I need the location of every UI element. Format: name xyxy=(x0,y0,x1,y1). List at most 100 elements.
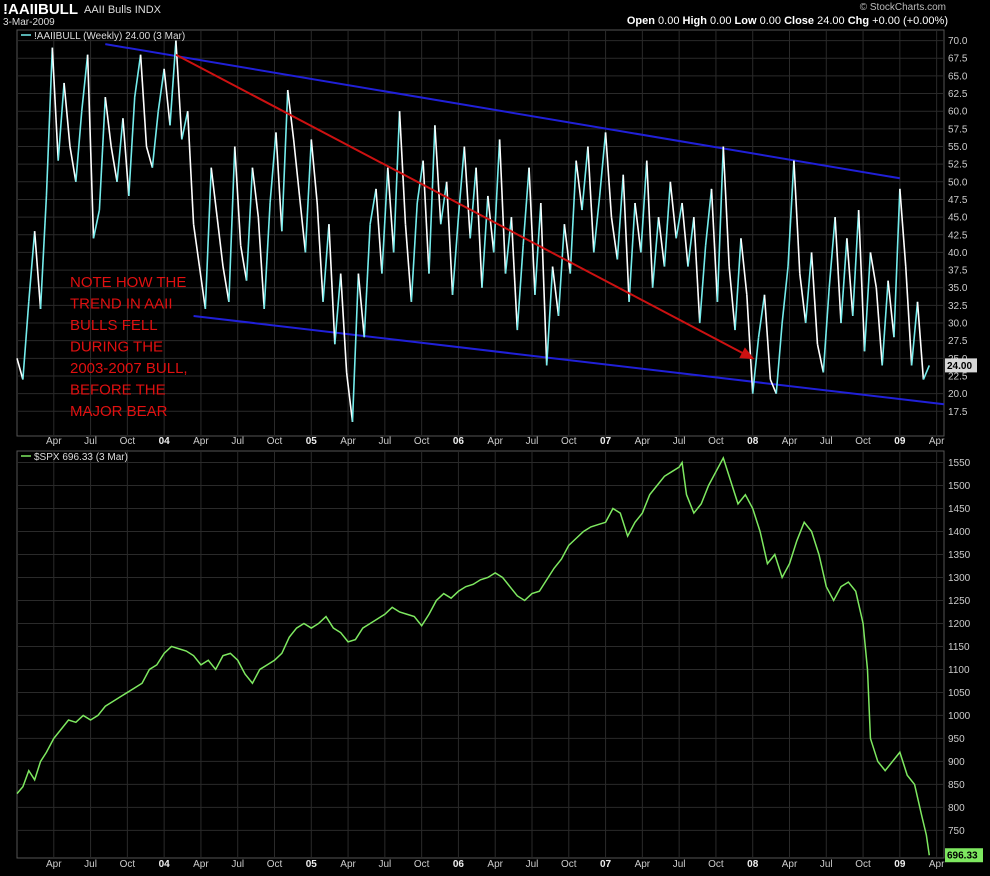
aaii-series-segment xyxy=(98,97,107,211)
aaii-series-segment xyxy=(616,174,625,260)
aaii-series-segment xyxy=(604,132,613,218)
x-tick-label: Oct xyxy=(414,436,430,447)
x-tick-label: Jul xyxy=(84,859,97,870)
aaii-series-segment xyxy=(63,82,71,147)
x-tick-label: Apr xyxy=(635,859,651,870)
legend-label: $SPX 696.33 (3 Mar) xyxy=(34,452,128,463)
aaii-series-segment xyxy=(916,301,925,380)
aaii-series-segment xyxy=(163,68,171,126)
aaii-series-segment xyxy=(799,273,807,324)
low-label: Low xyxy=(734,15,757,27)
aaii-series-segment xyxy=(575,160,583,211)
last-value-label: 24.00 xyxy=(947,361,972,372)
aaii-series-segment xyxy=(22,301,30,380)
aaii-series-segment xyxy=(151,111,160,168)
aaii-series-segment xyxy=(857,210,866,352)
aaii-series-segment xyxy=(169,40,177,126)
aaii-series-segment xyxy=(33,231,42,309)
x-tick-label: Oct xyxy=(708,859,724,870)
y-tick-label: 65.0 xyxy=(948,71,968,82)
aaii-series-segment xyxy=(645,160,654,288)
aaii-series-segment xyxy=(899,188,907,267)
aaii-series-segment xyxy=(528,167,536,295)
x-tick-label: Oct xyxy=(855,859,871,870)
x-tick-label: Jul xyxy=(820,436,833,447)
aaii-series-segment xyxy=(481,195,489,288)
y-tick-label: 32.5 xyxy=(948,301,968,312)
aaii-series-segment xyxy=(663,181,672,267)
x-tick-label: Apr xyxy=(46,436,62,447)
annotation-line: NOTE HOW THE xyxy=(70,274,186,291)
x-tick-label: Jul xyxy=(378,859,391,870)
x-tick-label: Jul xyxy=(526,436,539,447)
panel-frame-0 xyxy=(16,29,945,437)
aaii-series-segment xyxy=(698,245,707,324)
y-tick-label: 42.5 xyxy=(948,230,968,241)
aaii-series-segment xyxy=(881,280,889,366)
aaii-series-segment xyxy=(345,372,354,422)
aaii-series-segment xyxy=(810,252,819,345)
aaii-series-segment xyxy=(728,266,736,331)
y-tick-label: 20.0 xyxy=(948,389,968,400)
y-tick-label: 1350 xyxy=(948,550,971,561)
aaii-series-segment xyxy=(233,146,242,246)
x-tick-label: Oct xyxy=(561,859,577,870)
aaii-series-segment xyxy=(657,217,666,267)
close-value: 24.00 xyxy=(817,15,845,27)
x-tick-label: Oct xyxy=(267,859,283,870)
open-value: 0.00 xyxy=(658,15,680,27)
aaii-series-segment xyxy=(869,252,878,288)
high-label: High xyxy=(682,15,707,27)
aaii-series-segment xyxy=(210,167,218,218)
aaii-series-segment xyxy=(228,146,236,302)
aaii-series-segment xyxy=(186,111,195,225)
aaii-series-segment xyxy=(69,146,77,182)
y-tick-label: 750 xyxy=(948,826,965,837)
aaii-series-segment xyxy=(439,181,448,225)
y-tick-label: 17.5 xyxy=(948,407,968,418)
close-label: Close xyxy=(784,15,815,27)
annotation-line: MAJOR BEAR xyxy=(70,403,168,420)
last-value-label: 696.33 xyxy=(947,851,978,862)
annotation-line: TREND IN AAII xyxy=(70,296,173,313)
x-tick-label: Jul xyxy=(673,859,686,870)
aaii-series-segment xyxy=(145,146,154,168)
x-tick-label: Oct xyxy=(561,436,577,447)
aaii-series-segment xyxy=(328,224,336,345)
aaii-series-segment xyxy=(463,146,471,239)
aaii-series-segment xyxy=(192,224,201,267)
aaii-series-segment xyxy=(157,68,165,112)
aaii-series-segment xyxy=(375,188,383,274)
aaii-series-segment xyxy=(239,245,248,281)
x-tick-label: 08 xyxy=(747,859,759,870)
aaii-series-segment xyxy=(610,217,619,260)
annotation-line: DURING THE xyxy=(70,339,163,356)
aaii-series-segment xyxy=(45,47,54,196)
aaii-series-segment xyxy=(222,266,230,302)
aaii-series-segment xyxy=(757,294,766,338)
x-tick-label: 08 xyxy=(747,436,759,447)
x-tick-label: Apr xyxy=(193,859,209,870)
aaii-series-segment xyxy=(110,146,118,182)
last-value-box xyxy=(945,358,977,373)
y-tick-label: 45.0 xyxy=(948,213,968,224)
aaii-series-segment xyxy=(522,167,530,246)
x-tick-label: 06 xyxy=(453,436,465,447)
aaii-series-segment xyxy=(846,238,854,317)
x-tick-label: Apr xyxy=(929,859,945,870)
aaii-series-segment xyxy=(86,54,95,239)
x-tick-label: Jul xyxy=(231,436,244,447)
aaii-series-segment xyxy=(704,188,713,246)
x-tick-label: 06 xyxy=(453,859,465,870)
aaii-series-segment xyxy=(422,160,430,274)
aaii-series-segment xyxy=(475,167,483,288)
x-tick-label: Oct xyxy=(267,436,283,447)
aaii-series-segment xyxy=(198,266,207,310)
aaii-series-segment xyxy=(369,188,377,225)
aaii-series-segment xyxy=(563,224,572,274)
aaii-series-segment xyxy=(540,202,548,366)
aaii-series-segment xyxy=(392,111,401,253)
annotation-line: 2003-2007 BULL, xyxy=(70,360,188,377)
x-tick-label: Oct xyxy=(708,436,724,447)
aaii-series-segment xyxy=(381,167,389,274)
